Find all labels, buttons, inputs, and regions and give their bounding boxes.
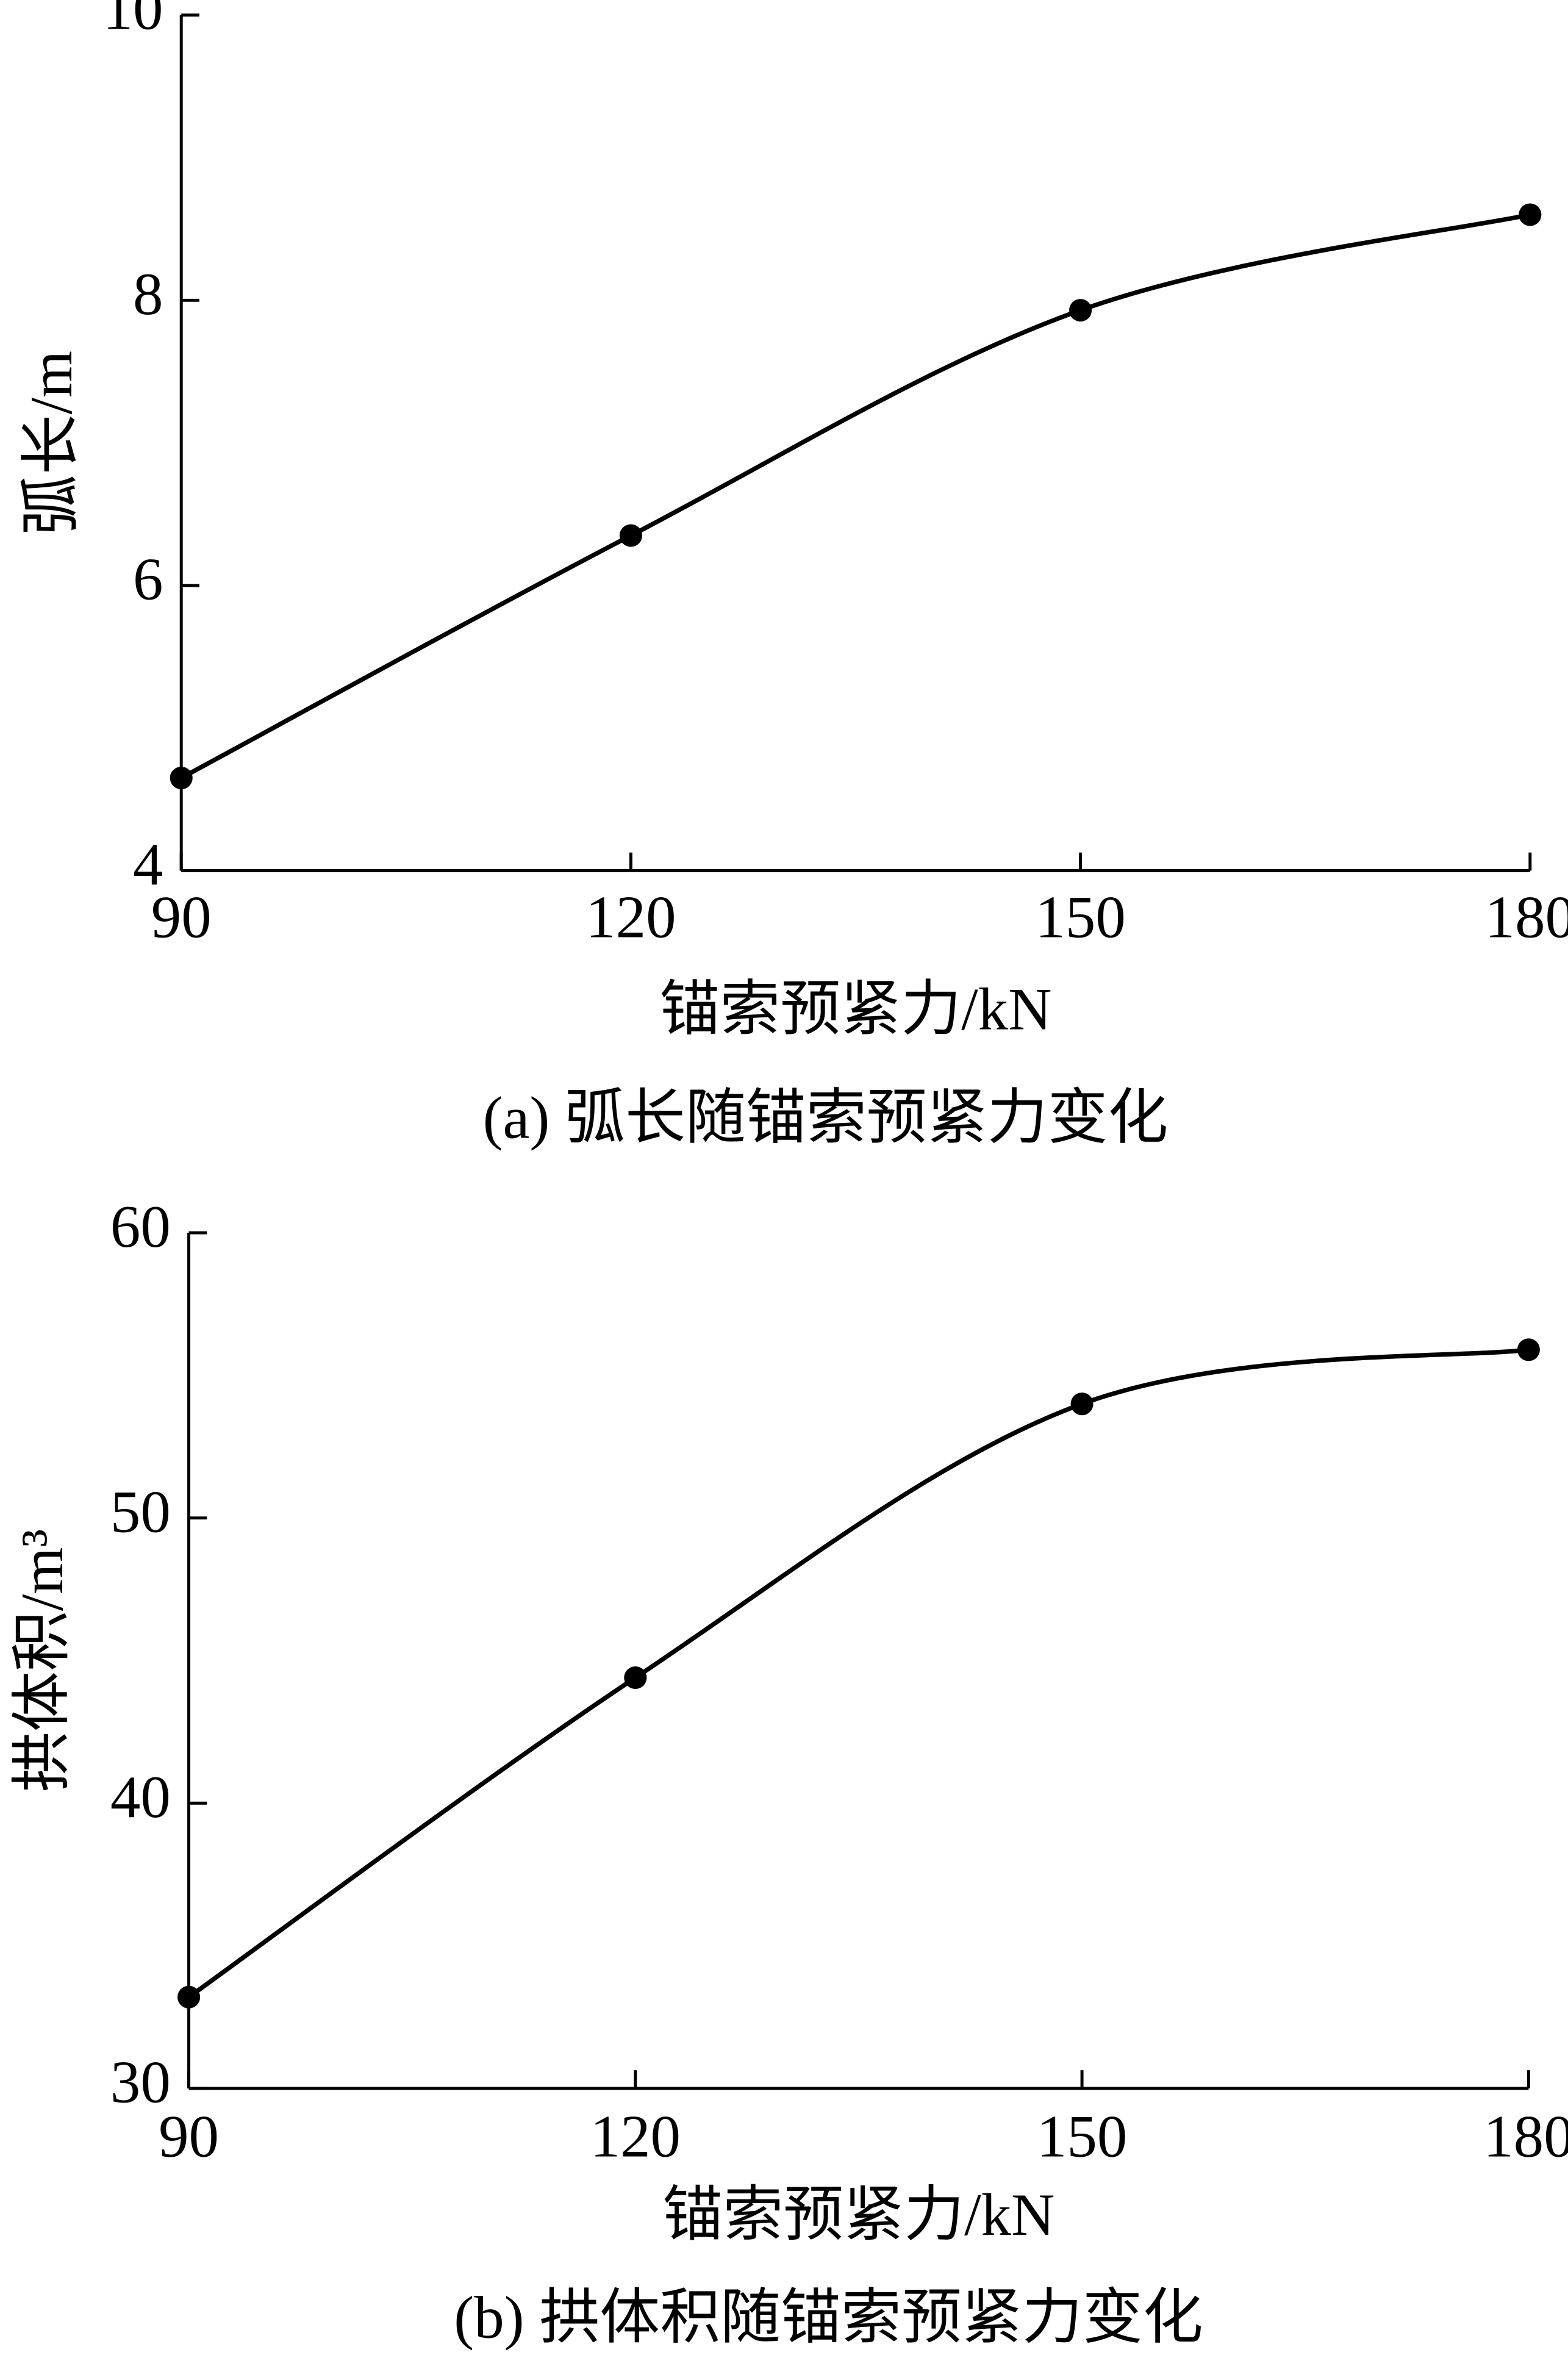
marker (1069, 299, 1092, 322)
x-tick-label: 180 (1485, 884, 1568, 951)
caption: (b) 拱体积随锚索预紧力变化 (454, 2284, 1203, 2351)
marker (624, 1666, 647, 1690)
y-tick-label: 8 (133, 261, 163, 328)
y-axis-label: 拱体积/m³ (9, 1529, 76, 1792)
marker (619, 524, 642, 547)
x-tick-label: 120 (590, 2104, 681, 2170)
marker (177, 1985, 201, 2009)
y-tick-label: 10 (103, 0, 163, 42)
x-tick-label: 150 (1035, 884, 1125, 951)
marker (170, 766, 193, 790)
caption: (a) 弧长随锚索预紧力变化 (483, 1085, 1169, 1152)
y-tick-label: 60 (110, 1194, 171, 1260)
y-axis-label: 弧长/m (18, 351, 85, 535)
y-tick-label: 40 (110, 1764, 171, 1830)
y-tick-label: 30 (110, 2049, 171, 2116)
line (180, 212, 1531, 780)
y-tick-label: 6 (133, 547, 163, 613)
x-tick-label: 90 (151, 884, 212, 951)
x-tick-label: 120 (585, 884, 676, 951)
y-tick-label: 4 (133, 831, 163, 898)
x-axis-label: 锚索预紧力/kN (662, 2182, 1054, 2248)
x-tick-label: 150 (1037, 2104, 1127, 2170)
line (187, 1347, 1529, 1999)
x-axis-label: 锚索预紧力/kN (659, 977, 1051, 1043)
y-tick-label: 50 (110, 1479, 171, 1545)
marker (1070, 1393, 1094, 1416)
x-tick-label: 90 (159, 2104, 219, 2170)
marker (1517, 1338, 1540, 1361)
x-tick-label: 180 (1483, 2104, 1568, 2170)
marker (1519, 203, 1542, 226)
